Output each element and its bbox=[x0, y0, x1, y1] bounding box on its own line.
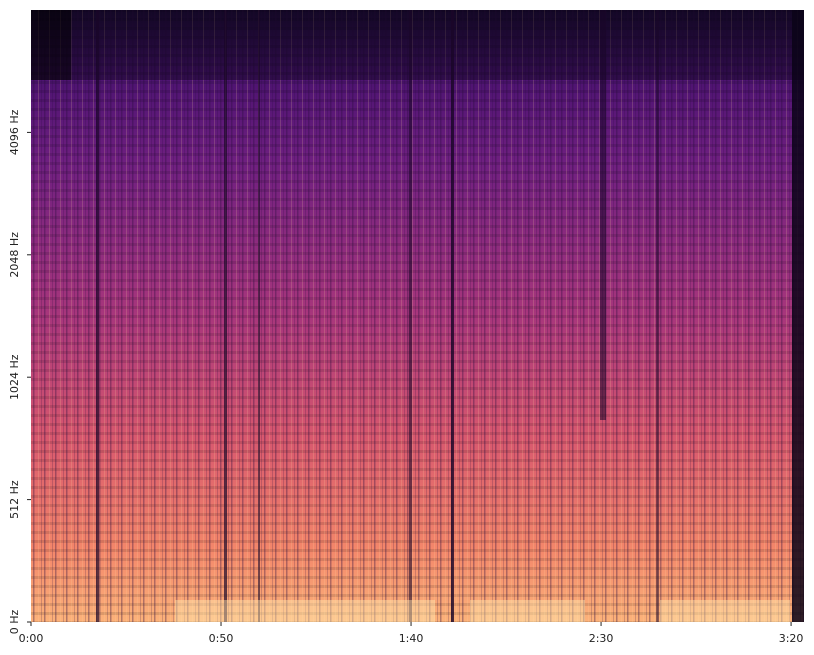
axes: 0:00 0:50 1:40 2:30 3:20 0 Hz 512 Hz 1024 Hz 204… bbox=[8, 109, 803, 645]
y-tick-label: 512 Hz bbox=[8, 480, 21, 519]
y-tick-label: 4096 Hz bbox=[8, 109, 21, 155]
y-tick-label: 1024 Hz bbox=[8, 354, 21, 400]
spectrogram-image bbox=[31, 10, 804, 622]
y-tick-label: 0 Hz bbox=[8, 610, 21, 635]
x-tick-label: 2:30 bbox=[589, 632, 614, 645]
x-tick-label: 0:00 bbox=[19, 632, 44, 645]
x-tick-label: 1:40 bbox=[399, 632, 424, 645]
y-tick-label: 2048 Hz bbox=[8, 232, 21, 278]
x-tick-label: 3:20 bbox=[779, 632, 804, 645]
x-tick-label: 0:50 bbox=[209, 632, 234, 645]
